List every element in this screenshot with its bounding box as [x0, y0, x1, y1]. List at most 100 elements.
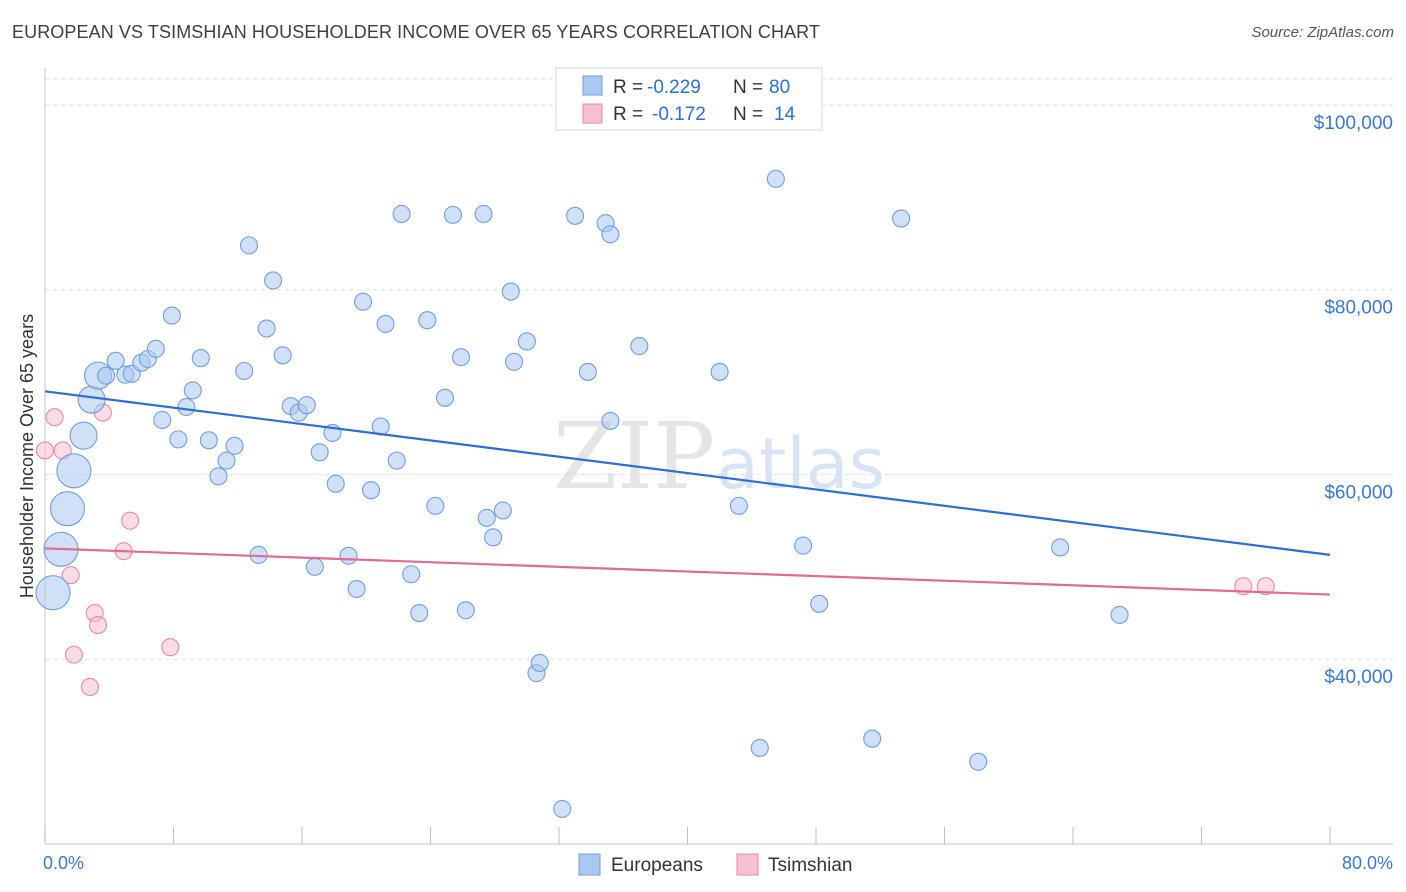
legend-label-tsimshian: Tsimshian	[768, 855, 852, 876]
tsimshian-points	[35, 403, 1275, 697]
y-tick-label: $60,000	[1324, 482, 1393, 503]
legend: Europeans Tsimshian	[578, 853, 852, 876]
tsimshian-point	[161, 638, 180, 657]
european-point	[273, 346, 292, 365]
european-point	[146, 339, 165, 358]
european-point	[191, 349, 210, 368]
stats-n-label-tsimshian: N =	[733, 104, 763, 125]
stats-r-value-europeans: -0.229	[647, 77, 701, 98]
european-point	[239, 236, 259, 255]
european-point	[49, 491, 86, 527]
european-point	[710, 362, 729, 381]
tsimshian-point	[88, 616, 108, 635]
european-point	[257, 319, 276, 338]
european-point	[601, 411, 620, 430]
european-point	[225, 436, 244, 455]
european-point	[235, 361, 254, 381]
tsimshian-point	[45, 408, 64, 427]
european-point	[435, 388, 455, 407]
european-point	[326, 474, 345, 493]
stats-n-value-europeans: 80	[769, 77, 790, 98]
y-tick-labels: $40,000 $60,000 $80,000 $100,000	[1314, 113, 1393, 688]
european-point	[217, 451, 236, 470]
european-point	[177, 397, 196, 417]
european-point	[892, 209, 911, 228]
european-point	[553, 799, 572, 818]
european-point	[477, 508, 496, 527]
european-point	[750, 738, 769, 757]
tsimshian-point	[1256, 577, 1275, 596]
stats-n-value-tsimshian: 14	[774, 104, 796, 125]
european-point	[969, 752, 988, 771]
y-axis-title: Householder Income Over 65 years	[17, 314, 37, 598]
tsimshian-point	[80, 677, 100, 697]
european-point	[35, 575, 71, 611]
european-point	[578, 362, 597, 381]
legend-swatch-tsimshian	[736, 853, 759, 876]
tsimshian-point	[61, 566, 80, 585]
european-point	[451, 348, 471, 367]
european-point	[69, 421, 98, 450]
european-point	[153, 410, 172, 430]
stats-r-label-europeans: R =	[613, 77, 643, 98]
european-point	[601, 225, 620, 244]
european-point	[484, 528, 503, 547]
stats-swatch-tsimshian	[582, 103, 603, 124]
x-tick-label-min: 0.0%	[43, 853, 84, 873]
european-point	[392, 204, 411, 224]
stats-r-value-tsimshian: -0.172	[652, 104, 706, 125]
european-point	[863, 729, 882, 748]
european-point	[810, 594, 829, 613]
european-point	[310, 443, 329, 462]
european-point	[347, 579, 366, 599]
european-point	[729, 496, 748, 515]
european-point	[1110, 605, 1129, 624]
european-point	[387, 451, 406, 470]
european-point	[339, 546, 358, 565]
y-tick-label: $80,000	[1324, 298, 1393, 319]
european-point	[530, 653, 549, 672]
european-point	[456, 601, 475, 620]
european-point	[297, 396, 316, 415]
european-point	[504, 352, 524, 371]
european-point	[410, 603, 429, 623]
european-point	[493, 501, 512, 520]
source-credit: Source: ZipAtlas.com	[1251, 24, 1394, 41]
tsimshian-point	[121, 511, 140, 530]
watermark: ZIP atlas	[553, 403, 885, 510]
european-point	[766, 169, 785, 188]
y-tick-label: $40,000	[1324, 667, 1393, 688]
european-point	[418, 311, 437, 330]
european-point	[162, 306, 181, 325]
european-point	[183, 381, 202, 400]
european-point	[106, 351, 125, 370]
x-axis-ticks	[44, 827, 1331, 844]
european-point	[96, 366, 116, 385]
european-point	[794, 536, 813, 555]
european-point	[77, 385, 106, 414]
trend-lines	[44, 390, 1331, 596]
legend-swatch-europeans	[578, 853, 601, 876]
european-point	[264, 271, 283, 290]
legend-label-europeans: Europeans	[611, 855, 703, 876]
european-point	[305, 557, 324, 576]
european-point	[402, 565, 421, 584]
european-point	[362, 481, 381, 500]
chart-title: EUROPEAN VS TSIMSHIAN HOUSEHOLDER INCOME…	[12, 22, 821, 42]
watermark-atlas: atlas	[716, 423, 885, 505]
stats-box: R = -0.229 N = 80 R = -0.172 N = 14	[555, 67, 823, 131]
european-point	[443, 205, 463, 224]
x-tick-label-max: 80.0%	[1342, 853, 1393, 873]
tsimshian-point	[64, 645, 83, 664]
tsimshian-trend-line	[44, 547, 1331, 596]
european-points	[35, 169, 1129, 818]
european-point	[353, 292, 373, 311]
european-point	[501, 282, 520, 301]
stats-n-label-europeans: N =	[733, 77, 763, 98]
european-point	[56, 453, 92, 489]
watermark-zip: ZIP	[553, 403, 715, 510]
european-point	[426, 496, 445, 515]
europeans-trend-line	[44, 390, 1331, 556]
european-point	[630, 337, 649, 356]
